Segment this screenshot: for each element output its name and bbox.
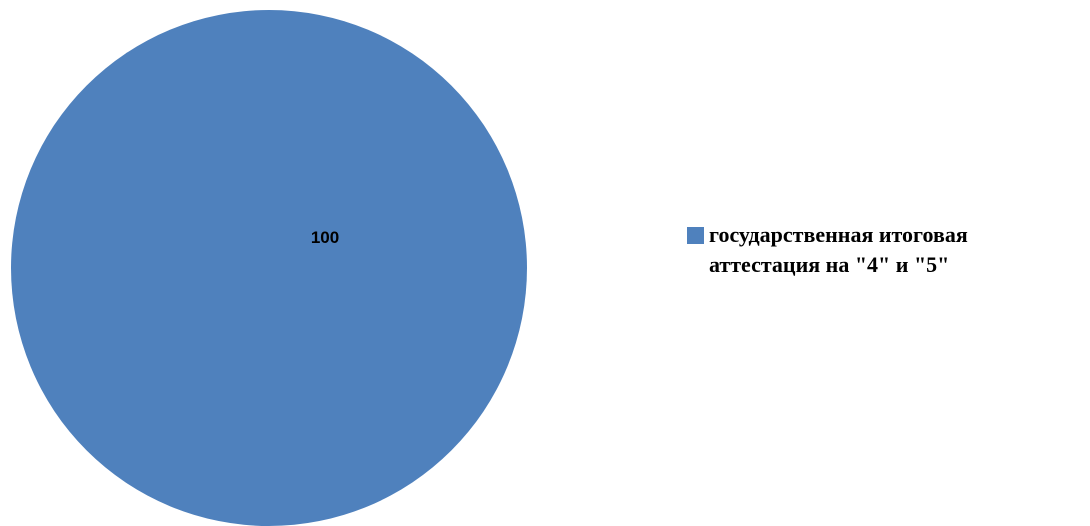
- legend-entry: государственная итоговая аттестация на "…: [687, 220, 1087, 280]
- legend-swatch: [687, 227, 704, 244]
- legend-label: государственная итоговая аттестация на "…: [709, 222, 968, 277]
- pie-data-label: 100: [311, 228, 339, 247]
- chart-legend: государственная итоговая аттестация на "…: [687, 220, 1087, 280]
- pie-slice: [11, 10, 527, 526]
